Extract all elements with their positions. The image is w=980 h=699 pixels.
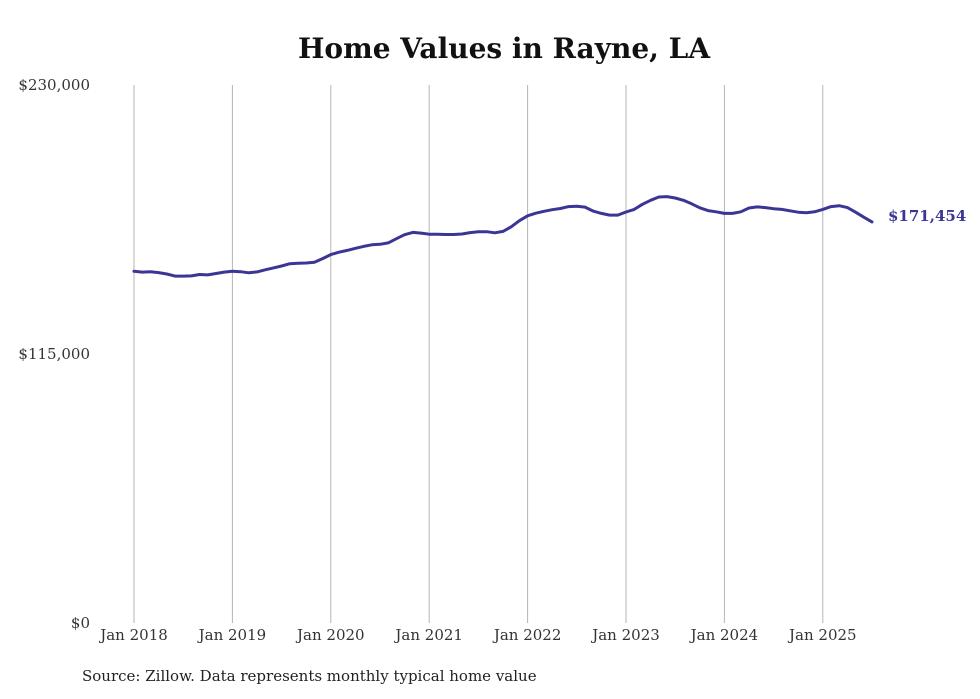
x-tick-label: Jan 2022	[492, 626, 562, 644]
y-tick-label: $230,000	[18, 76, 90, 94]
x-axis-ticks: Jan 2018 Jan 2019 Jan 2020 Jan 2021 Jan 2022…	[98, 626, 856, 644]
last-value-label: $171,454	[888, 207, 966, 225]
x-tick-label: Jan 2025	[787, 626, 857, 644]
x-tick-label: Jan 2021	[393, 626, 463, 644]
chart-title: Home Values in Rayne, LA	[298, 32, 711, 65]
y-tick-label: $115,000	[18, 345, 90, 363]
y-axis-ticks: $0 $115,000 $230,000	[18, 76, 90, 632]
x-tick-label: Jan 2019	[197, 626, 267, 644]
chart-area: Home Values in Rayne, LA $0 $115,000 $230,…	[18, 32, 966, 644]
x-tick-label: Jan 2024	[689, 626, 759, 644]
source-note: Source: Zillow. Data represents monthly …	[82, 667, 537, 685]
y-tick-label: $0	[71, 614, 90, 632]
series-line-home-value	[132, 195, 874, 278]
x-tick-label: Jan 2023	[590, 626, 660, 644]
x-tick-label: Jan 2018	[98, 626, 168, 644]
grid-lines	[133, 85, 824, 623]
x-tick-label: Jan 2020	[295, 626, 365, 644]
